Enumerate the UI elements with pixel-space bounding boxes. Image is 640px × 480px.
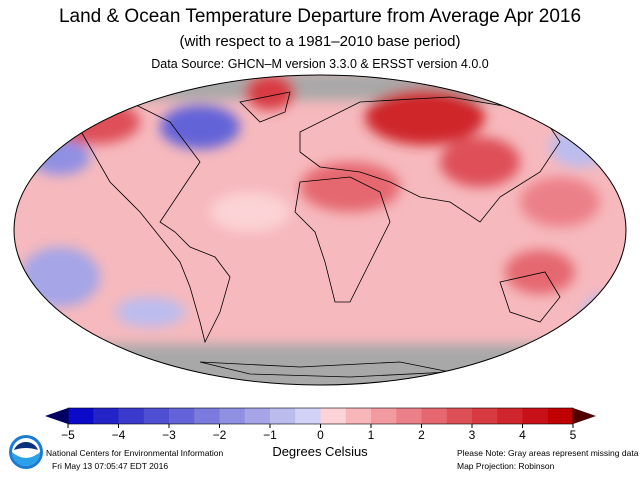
org-name: National Centers for Environmental Infor… [46, 448, 224, 458]
colorbar-segment [270, 408, 296, 424]
colorbar-segment [295, 408, 321, 424]
colorbar-segment [244, 408, 271, 424]
colorbar [45, 407, 596, 428]
colorbar-tick-label: 5 [569, 428, 577, 442]
colorbar-tick-label: 0 [317, 428, 324, 442]
colorbar-tick-label: −1 [263, 428, 277, 442]
colorbar-segment [497, 408, 523, 424]
colorbar-segment [118, 408, 145, 424]
colorbar-tick-label: 1 [367, 428, 375, 442]
map-title: Land & Ocean Temperature Departure from … [58, 6, 582, 27]
colorbar-segment [143, 408, 170, 424]
noaa-logo [9, 435, 43, 469]
colorbar-segment [169, 408, 195, 424]
map-subtitle: (with respect to a 1981–2010 base period… [179, 33, 461, 50]
colorbar-segment [68, 408, 94, 424]
colorbar-tick-label: 3 [468, 428, 476, 442]
colorbar-segment [522, 408, 549, 424]
colorbar-tick-label: −5 [61, 428, 75, 442]
colorbar-segment [446, 408, 473, 424]
colorbar-segment [371, 408, 397, 424]
colorbar-segment [219, 408, 246, 424]
colorbar-segment [345, 408, 372, 424]
data-source: Data Source: GHCN–M version 3.3.0 & ERSS… [151, 57, 489, 71]
colorbar-segment [472, 408, 498, 424]
colorbar-unit-label: Degrees Celsius [272, 444, 368, 459]
colorbar-tick-label: −4 [111, 428, 126, 442]
colorbar-segment [320, 408, 347, 424]
temperature-anomaly-map [13, 74, 627, 386]
colorbar-segment [93, 408, 119, 424]
colorbar-segment [421, 408, 448, 424]
colorbar-tick-label: 2 [418, 428, 425, 442]
colorbar-tick-label: 4 [519, 428, 526, 442]
colorbar-segment [396, 408, 422, 424]
timestamp: Fri May 13 07:05:47 EDT 2016 [52, 461, 169, 471]
colorbar-tick-label: −3 [162, 428, 176, 442]
colorbar-tick-label: −2 [212, 428, 227, 442]
colorbar-low-extend [45, 408, 68, 424]
missing-data-note: Please Note: Gray areas represent missin… [457, 448, 639, 458]
colorbar-segment [194, 408, 220, 424]
colorbar-high-extend [573, 408, 596, 424]
projection-note: Map Projection: Robinson [457, 461, 555, 471]
colorbar-segment [547, 408, 574, 424]
